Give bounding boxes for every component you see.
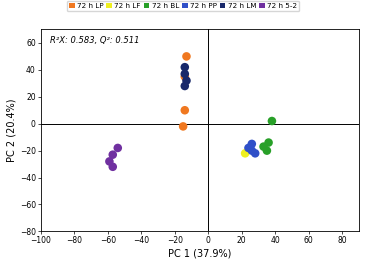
Point bbox=[182, 74, 188, 79]
Point bbox=[110, 165, 116, 169]
Point bbox=[261, 144, 266, 149]
Point bbox=[249, 148, 255, 153]
Point bbox=[269, 119, 275, 123]
Point bbox=[184, 78, 190, 83]
Point bbox=[115, 146, 121, 150]
Point bbox=[182, 65, 188, 69]
Point bbox=[266, 140, 272, 145]
Point bbox=[107, 159, 112, 164]
Point bbox=[242, 151, 248, 156]
Y-axis label: PC 2 (20.4%): PC 2 (20.4%) bbox=[7, 99, 17, 162]
Text: R²X: 0.583, Q²: 0.511: R²X: 0.583, Q²: 0.511 bbox=[50, 36, 140, 45]
Point bbox=[264, 148, 270, 153]
X-axis label: PC 1 (37.9%): PC 1 (37.9%) bbox=[168, 248, 232, 258]
Point bbox=[110, 153, 116, 157]
Legend: 72 h LP, 72 h LF, 72 h BL, 72 h PP, 72 h LM, 72 h 5-2: 72 h LP, 72 h LF, 72 h BL, 72 h PP, 72 h… bbox=[67, 1, 299, 11]
Point bbox=[182, 72, 188, 76]
Point bbox=[184, 54, 190, 59]
Point bbox=[246, 146, 251, 150]
Point bbox=[182, 84, 188, 88]
Point bbox=[252, 151, 258, 156]
Point bbox=[182, 108, 188, 112]
Point bbox=[180, 124, 186, 129]
Point bbox=[249, 142, 255, 146]
